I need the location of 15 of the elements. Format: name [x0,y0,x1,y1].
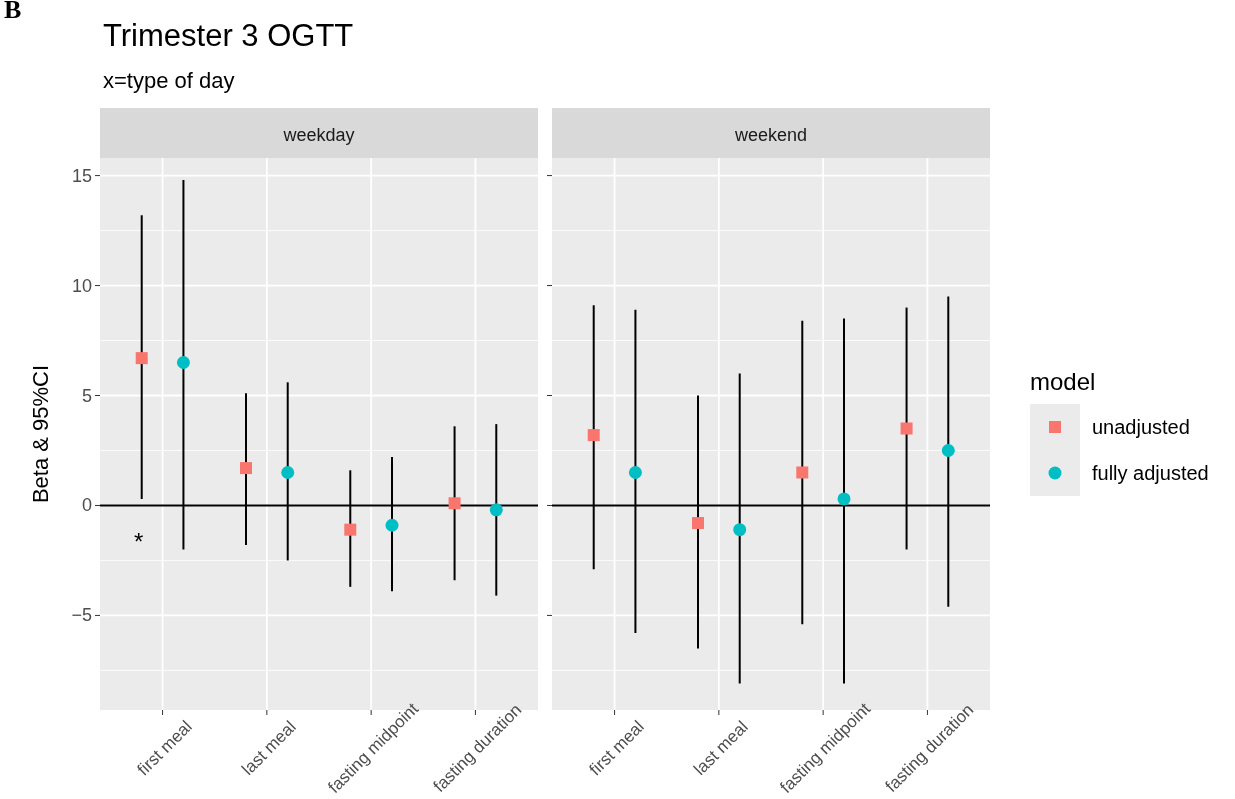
y-tick-label: −5 [71,605,92,626]
text: x=type of day [103,68,235,93]
chart-title: weekday [282,125,355,145]
y-tick-label: 15 [71,165,92,186]
y-tick-label: 0 [81,495,92,516]
text: Trimester 3 OGTT [103,18,354,53]
legend-title: model [1030,368,1096,395]
y-tick-label: 10 [71,275,92,296]
text: B [4,0,22,24]
chart-title: weekend [733,125,808,145]
y-tick-label: 5 [81,385,92,406]
legend-label: fully adjusted [1092,462,1209,484]
annotation: * [134,528,144,555]
y-axis-title: Beta & 95%CI [28,364,53,504]
legend-label: unadjusted [1092,416,1190,438]
